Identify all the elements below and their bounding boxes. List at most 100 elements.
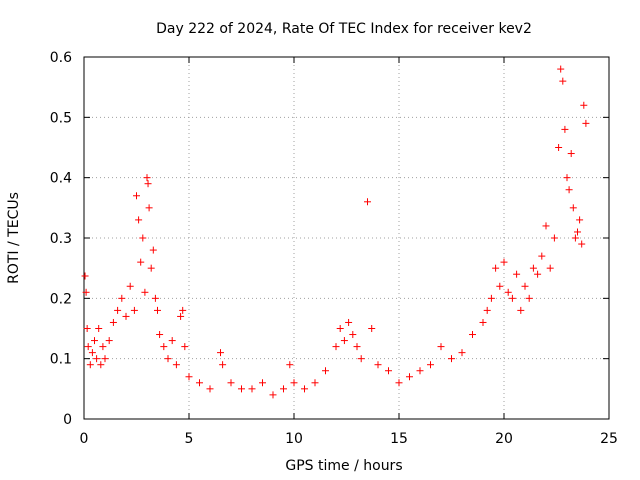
- data-point: [357, 355, 365, 363]
- y-tick-label: 0.4: [50, 171, 72, 187]
- data-point: [574, 228, 581, 236]
- data-point: [416, 367, 424, 375]
- data-point: [529, 264, 537, 272]
- data-point: [559, 77, 567, 85]
- data-point: [88, 349, 96, 357]
- data-point: [286, 361, 294, 369]
- data-point: [525, 294, 533, 302]
- data-point: [311, 379, 319, 387]
- data-point: [563, 174, 571, 182]
- data-point: [301, 385, 308, 393]
- data-point: [122, 312, 130, 320]
- y-tick-label: 0.6: [50, 50, 72, 66]
- data-point: [135, 216, 143, 224]
- y-tick-label: 0.3: [50, 231, 72, 247]
- data-point: [156, 331, 164, 339]
- data-point: [141, 288, 149, 296]
- data-point: [427, 361, 434, 369]
- data-point: [86, 361, 94, 369]
- data-point: [238, 385, 245, 393]
- data-point: [196, 379, 203, 387]
- data-point: [557, 65, 565, 73]
- data-point: [571, 234, 579, 242]
- y-tick-label: 0.1: [50, 352, 72, 368]
- data-point: [177, 312, 185, 320]
- data-point: [479, 318, 487, 326]
- data-point: [487, 294, 495, 302]
- data-point: [83, 325, 91, 332]
- data-point: [364, 198, 371, 206]
- x-tick-label: 15: [390, 431, 408, 447]
- data-point: [81, 272, 89, 280]
- data-point: [345, 318, 353, 326]
- data-point: [508, 294, 516, 302]
- data-point: [555, 144, 563, 151]
- axis-ticks: [83, 56, 610, 420]
- data-point: [84, 343, 92, 351]
- data-point: [546, 264, 554, 272]
- data-point: [259, 379, 266, 387]
- data-point: [144, 180, 152, 188]
- data-point: [179, 306, 187, 314]
- data-point: [154, 306, 161, 314]
- y-axis-title: ROTI / TECUs: [6, 192, 22, 284]
- data-point: [332, 343, 340, 351]
- data-point: [147, 264, 155, 272]
- data-point: [118, 294, 126, 302]
- data-point: [374, 361, 382, 369]
- data-point: [513, 270, 521, 278]
- data-point: [504, 288, 512, 296]
- chart-title: Day 222 of 2024, Rate Of TEC Index for r…: [156, 21, 532, 37]
- data-point: [172, 361, 180, 369]
- x-tick-label: 10: [285, 431, 303, 447]
- data-point: [521, 282, 529, 290]
- data-point: [145, 204, 153, 212]
- data-point: [181, 343, 189, 351]
- data-point: [492, 264, 500, 272]
- data-points: [81, 65, 590, 399]
- data-point: [82, 288, 90, 296]
- data-point: [206, 385, 214, 393]
- data-point: [565, 186, 573, 194]
- data-point: [385, 367, 392, 375]
- data-point: [542, 222, 550, 230]
- data-point: [567, 150, 575, 158]
- x-tick-label: 5: [185, 431, 194, 447]
- data-point: [227, 379, 235, 387]
- data-point: [149, 246, 157, 254]
- data-point: [105, 337, 113, 345]
- data-point: [458, 349, 466, 357]
- data-point: [576, 216, 584, 224]
- data-point: [483, 306, 491, 314]
- data-point: [550, 234, 558, 242]
- data-point: [133, 192, 140, 200]
- data-point: [500, 258, 508, 266]
- data-point: [109, 318, 117, 326]
- data-point: [101, 355, 109, 363]
- data-point: [534, 270, 542, 278]
- data-point: [280, 385, 287, 393]
- data-point: [437, 343, 445, 351]
- data-point: [139, 234, 147, 242]
- data-point: [143, 174, 151, 182]
- data-point: [336, 325, 344, 332]
- data-point: [248, 385, 256, 393]
- data-point: [151, 294, 159, 302]
- data-point: [578, 240, 586, 248]
- y-tick-label: 0: [63, 412, 72, 428]
- x-tick-label: 0: [80, 431, 89, 447]
- x-tick-labels: 0 5 10 15 20 25: [80, 431, 618, 447]
- data-point: [517, 306, 525, 314]
- y-tick-labels: 0 0.1 0.2 0.3 0.4 0.5 0.6: [50, 50, 72, 428]
- data-point: [217, 349, 224, 357]
- x-tick-label: 20: [495, 431, 513, 447]
- data-point: [353, 343, 361, 351]
- plot-frame: [83, 56, 610, 420]
- data-point: [126, 282, 134, 290]
- data-point: [269, 391, 277, 399]
- data-point: [349, 331, 357, 339]
- grid-lines: [84, 57, 609, 419]
- data-point: [582, 119, 590, 127]
- data-point: [137, 258, 145, 266]
